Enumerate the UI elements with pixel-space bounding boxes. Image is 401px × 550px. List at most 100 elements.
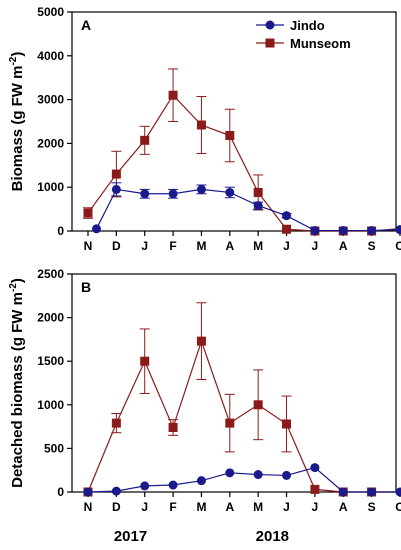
data-point-jindo: [367, 226, 377, 236]
y-tick-label: 2500: [37, 267, 64, 281]
data-point-munseom: [225, 418, 235, 428]
series-line-jindo: [95, 188, 400, 232]
data-point-jindo: [111, 184, 121, 194]
y-tick-label: 3000: [37, 93, 64, 107]
x-tick-label: D: [112, 500, 121, 514]
x-tick-label: J: [283, 239, 290, 253]
series-munseom: [83, 68, 401, 236]
data-point-jindo: [282, 211, 292, 221]
data-point-munseom: [282, 224, 292, 234]
data-point-jindo: [168, 189, 178, 199]
data-point-jindo: [225, 187, 235, 197]
data-point-jindo: [310, 463, 320, 473]
data-point-jindo: [338, 226, 348, 236]
x-tick-label: O: [395, 239, 401, 253]
data-point-munseom: [168, 422, 178, 432]
data-point-jindo: [196, 476, 206, 486]
panel-label: A: [81, 17, 91, 33]
x-tick-label: S: [368, 239, 376, 253]
y-tick-label: 5000: [37, 5, 64, 19]
x-tick-label: J: [141, 239, 148, 253]
x-tick-label: N: [84, 500, 93, 514]
y-tick-label: 2000: [37, 311, 64, 325]
legend: Jindo Munseom: [256, 18, 351, 51]
series-line-jindo: [87, 466, 400, 493]
data-point-jindo: [196, 184, 206, 194]
x-tick-label: M: [196, 239, 206, 253]
data-point-munseom: [83, 208, 93, 218]
y-tick-label: 1000: [37, 398, 64, 412]
y-axis-title: Detached biomass (g FW m-2): [8, 278, 26, 488]
data-point-jindo: [367, 487, 377, 497]
y-tick-label: 4000: [37, 49, 64, 63]
y-tick-label: 0: [57, 224, 64, 238]
x-tick-label: N: [84, 239, 93, 253]
y-tick-label: 1500: [37, 354, 64, 368]
data-point-munseom: [140, 135, 150, 145]
y-axis-title-main: Biomass (g FW m: [9, 66, 26, 192]
x-tick-label: J: [141, 500, 148, 514]
data-point-jindo: [338, 487, 348, 497]
x-tick-label: M: [253, 239, 263, 253]
data-point-jindo: [282, 470, 292, 480]
y-axis-title-close: ): [9, 52, 26, 57]
x-tick-label: O: [395, 500, 401, 514]
data-point-munseom: [196, 336, 206, 346]
data-point-jindo: [253, 470, 263, 480]
x-tick-label: J: [283, 500, 290, 514]
data-point-jindo: [92, 224, 102, 234]
series-munseom: [83, 302, 401, 497]
y-axis-title-main: Detached biomass (g FW m: [9, 292, 26, 488]
data-point-munseom: [111, 418, 121, 428]
plot-frame: [71, 11, 397, 232]
data-point-munseom: [253, 187, 263, 197]
x-tick-label: A: [225, 239, 234, 253]
data-point-munseom: [168, 90, 178, 100]
data-point-munseom: [140, 356, 150, 366]
plot-frame: [71, 273, 397, 493]
data-point-munseom: [310, 484, 320, 494]
data-point-munseom: [196, 120, 206, 130]
x-tick-label: J: [312, 500, 319, 514]
series-jindo: [83, 463, 401, 497]
data-point-jindo: [253, 201, 263, 211]
data-point-jindo: [395, 225, 401, 235]
x-tick-label: S: [368, 500, 376, 514]
legend-marker-jindo: [265, 20, 275, 30]
data-point-jindo: [140, 481, 150, 491]
x-tick-label: J: [312, 239, 319, 253]
data-point-munseom: [282, 419, 292, 429]
data-point-jindo: [168, 480, 178, 490]
y-tick-label: 500: [44, 441, 64, 455]
data-point-jindo: [140, 189, 150, 199]
x-tick-label: A: [339, 500, 348, 514]
data-point-munseom: [111, 169, 121, 179]
legend-label-munseom: Munseom: [290, 36, 351, 51]
x-tick-label: A: [225, 500, 234, 514]
y-tick-label: 2000: [37, 136, 64, 150]
data-point-jindo: [225, 468, 235, 478]
y-tick-label: 1000: [37, 180, 64, 194]
x-tick-label: A: [339, 239, 348, 253]
y-axis-title-sup: -2: [8, 283, 19, 292]
series-jindo: [92, 182, 401, 236]
x-tick-label: M: [253, 500, 263, 514]
y-axis-title-sup: -2: [8, 56, 19, 65]
year-label: 2017: [114, 528, 147, 545]
y-tick-label: 0: [57, 485, 64, 499]
series-line-munseom: [87, 94, 401, 232]
panel-a: 0 1000 2000 3000 4000 5000 N D J F M A M J J A S O Biomass…: [8, 5, 401, 253]
x-tick-label: M: [196, 500, 206, 514]
series-line-munseom: [87, 339, 401, 493]
y-axis-title: Biomass (g FW m-2): [8, 52, 26, 192]
x-tick-label: F: [169, 500, 176, 514]
year-label: 2018: [256, 528, 289, 545]
x-tick-label: D: [112, 239, 121, 253]
data-point-jindo: [83, 487, 93, 497]
legend-marker-munseom: [265, 38, 275, 48]
data-point-munseom: [225, 131, 235, 141]
panel-label: B: [81, 279, 91, 295]
data-point-jindo: [310, 226, 320, 236]
panel-b: 0 500 1000 1500 2000 2500 N D J F M A M J J A S O Detached…: [8, 267, 401, 514]
